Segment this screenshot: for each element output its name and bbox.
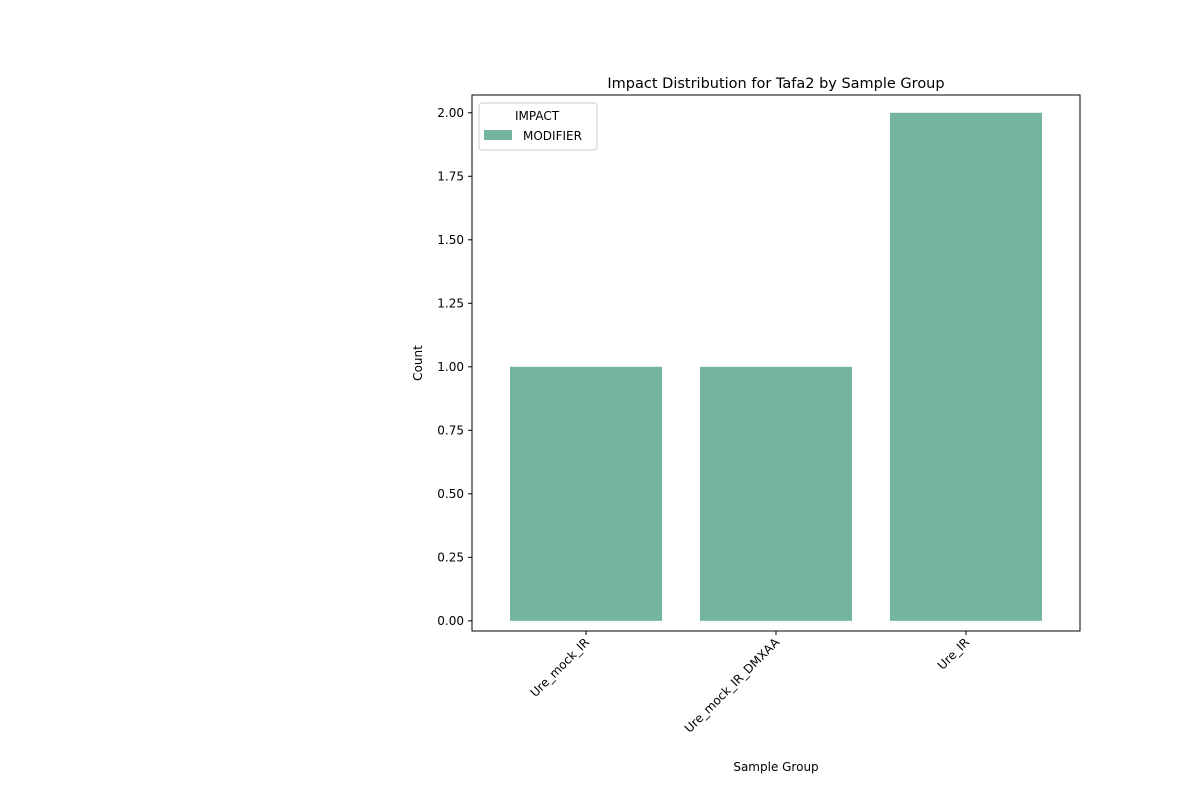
y-tick-label: 1.75: [437, 169, 464, 183]
y-tick-label: 1.00: [437, 360, 464, 374]
bar-ure-mock-ir-dmxaa: [700, 366, 852, 621]
y-tick-label: 0.25: [437, 550, 464, 564]
y-axis-label: Count: [411, 345, 425, 381]
bars-group: [510, 112, 1042, 621]
y-tick-label: 1.25: [437, 296, 464, 310]
legend-title: IMPACT: [515, 109, 560, 123]
bar-ure-mock-ir: [510, 366, 662, 621]
x-tick-label: Ure_mock_IR: [528, 635, 593, 700]
y-tick-label: 2.00: [437, 106, 464, 120]
x-tick-label: Ure_IR: [935, 635, 972, 672]
y-tick-label: 0.75: [437, 423, 464, 437]
y-tick-label: 0.00: [437, 614, 464, 628]
y-axis-ticks: 0.00 0.25 0.50 0.75 1.00 1.25 1.50 1.75 2.00: [437, 106, 472, 628]
chart-title: Impact Distribution for Tafa2 by Sample …: [607, 76, 944, 92]
y-tick-label: 0.50: [437, 487, 464, 501]
x-axis-ticks: Ure_mock_IR Ure_mock_IR_DMXAA Ure_IR: [528, 631, 972, 736]
x-axis-label: Sample Group: [733, 760, 818, 774]
legend-entry-label: MODIFIER: [523, 129, 582, 143]
x-tick-label: Ure_mock_IR_DMXAA: [682, 635, 783, 736]
legend: IMPACT MODIFIER: [478, 102, 598, 151]
y-tick-label: 1.50: [437, 233, 464, 247]
legend-swatch: [484, 130, 512, 140]
bar-ure-ir: [890, 112, 1042, 621]
